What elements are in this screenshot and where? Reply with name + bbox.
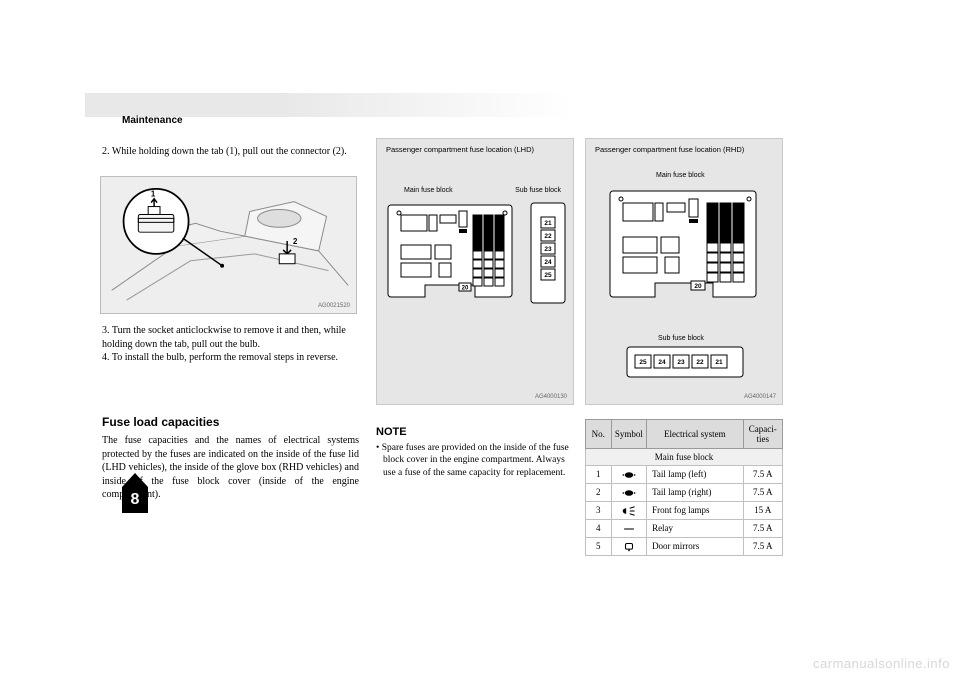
cell-symbol	[611, 483, 646, 501]
engine-figure-id: AG0021520	[318, 303, 350, 309]
note-body: • Spare fuses are provided on the inside…	[376, 442, 576, 479]
note-block: NOTE • Spare fuses are provided on the i…	[376, 426, 576, 479]
cell-no: 1	[586, 466, 612, 484]
svg-text:25: 25	[639, 359, 647, 366]
table-row: 2 Tail lamp (right)7.5 A	[586, 483, 783, 501]
rhd-n20: 20	[694, 283, 702, 290]
rhd-main-block: 20	[609, 183, 761, 309]
svg-text:25: 25	[544, 272, 552, 279]
svg-text:23: 23	[544, 246, 552, 253]
lhd-sub-label: Sub fuse block	[515, 187, 561, 194]
engine-illustration: 1 2	[101, 177, 356, 313]
cell-no: 2	[586, 483, 612, 501]
svg-text:2: 2	[293, 237, 298, 246]
rhd-figure-id: AG4000147	[744, 394, 776, 400]
svg-text:23: 23	[677, 359, 685, 366]
cell-system: Tail lamp (right)	[647, 483, 744, 501]
header-title: Maintenance	[122, 115, 183, 126]
svg-text:22: 22	[696, 359, 704, 366]
cell-cap: 7.5 A	[743, 466, 782, 484]
svg-text:21: 21	[715, 359, 723, 366]
svg-text:1: 1	[151, 190, 156, 199]
cell-symbol	[611, 537, 646, 555]
rhd-figure-title: Passenger compartment fuse location (RHD…	[586, 139, 782, 154]
cell-system: Relay	[647, 519, 744, 537]
cell-cap: 15 A	[743, 501, 782, 519]
table-row: 3 Front fog lamps15 A	[586, 501, 783, 519]
steps-3-4-text: 3. Turn the socket anticlockwise to remo…	[102, 324, 359, 365]
cell-no: 3	[586, 501, 612, 519]
table-header-row: No. Symbol Electrical system Capaci- tie…	[586, 420, 783, 449]
page: { "header": { "title": "Maintenance" }, …	[0, 0, 960, 679]
cell-system: Front fog lamps	[647, 501, 744, 519]
lhd-figure-title: Passenger compartment fuse location (LHD…	[377, 139, 573, 154]
capacity-table: No. Symbol Electrical system Capaci- tie…	[585, 419, 783, 556]
cell-system: Door mirrors	[647, 537, 744, 555]
engine-figure: 1 2 AG0021520	[100, 176, 357, 314]
th-system: Electrical system	[647, 420, 744, 449]
rhd-sub-label: Sub fuse block	[658, 335, 704, 342]
cell-system: Tail lamp (left)	[647, 466, 744, 484]
cell-no: 5	[586, 537, 612, 555]
lhd-figure-id: AG4000130	[535, 394, 567, 400]
svg-text:24: 24	[658, 359, 666, 366]
th-no: No.	[586, 420, 612, 449]
table-row: 5 Door mirrors7.5 A	[586, 537, 783, 555]
fuse-capacities-heading: Fuse load capacities	[102, 415, 359, 429]
cell-cap: 7.5 A	[743, 519, 782, 537]
cell-symbol	[611, 501, 646, 519]
rhd-main-label: Main fuse block	[656, 172, 705, 179]
lhd-sub-block: 21 22 23 24 25	[529, 197, 567, 307]
table-group-header: Main fuse block	[586, 449, 783, 466]
th-symbol: Symbol	[611, 420, 646, 449]
cell-symbol	[611, 466, 646, 484]
chapter-tab: 8	[122, 487, 148, 513]
svg-text:21: 21	[544, 220, 552, 227]
cell-no: 4	[586, 519, 612, 537]
th-cap: Capaci- ties	[743, 420, 782, 449]
svg-text:24: 24	[544, 259, 552, 266]
cell-cap: 7.5 A	[743, 537, 782, 555]
table-row: 1 Tail lamp (left)7.5 A	[586, 466, 783, 484]
rhd-sub-block: 25 24 23 22 21	[625, 345, 745, 381]
rhd-figure: Passenger compartment fuse location (RHD…	[585, 138, 783, 405]
note-title: NOTE	[376, 426, 576, 438]
svg-text:22: 22	[544, 233, 552, 240]
cell-cap: 7.5 A	[743, 483, 782, 501]
header-band	[85, 93, 572, 117]
lhd-main-block: 20	[387, 197, 517, 307]
lhd-main-label: Main fuse block	[404, 187, 453, 194]
lhd-n20: 20	[462, 286, 469, 292]
lhd-figure: Passenger compartment fuse location (LHD…	[376, 138, 574, 405]
watermark: carmanualsonline.info	[813, 656, 950, 671]
table-row: 4 Relay7.5 A	[586, 519, 783, 537]
cell-symbol	[611, 519, 646, 537]
step-2-text: 2. While holding down the tab (1), pull …	[102, 145, 357, 159]
